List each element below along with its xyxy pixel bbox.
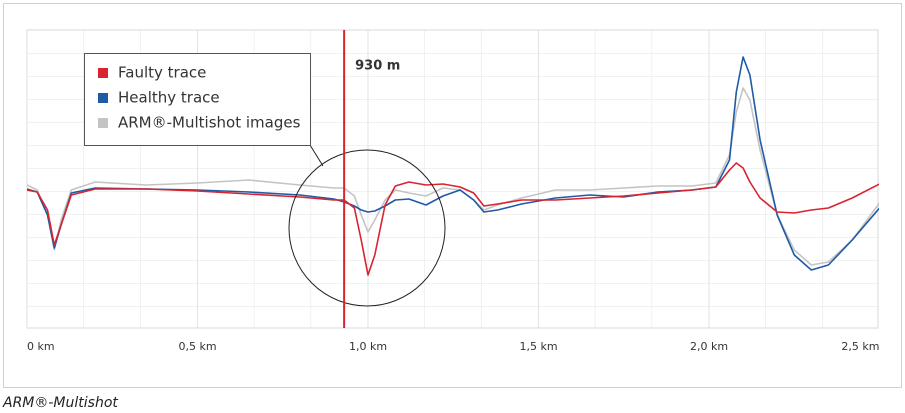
highlight-circle <box>288 149 446 307</box>
legend-label: ARM®-Multishot images <box>118 114 301 132</box>
x-tick-label: 2,5 km <box>841 340 879 353</box>
x-tick-label: 2,0 km <box>690 340 728 353</box>
legend: Faulty trace Healthy trace ARM®-Multishot … <box>84 53 311 146</box>
x-tick-label: 1,5 km <box>519 340 557 353</box>
legend-label: Faulty trace <box>118 64 206 82</box>
callout-line <box>309 144 324 167</box>
legend-swatch <box>98 93 108 103</box>
trace-line <box>27 87 879 266</box>
x-tick-label: 0 km <box>27 340 55 353</box>
trace-line <box>27 162 879 276</box>
legend-swatch <box>98 68 108 78</box>
frame <box>3 3 902 388</box>
caption: ARM®-Multishot <box>2 395 118 411</box>
legend-label: Healthy trace <box>118 89 220 107</box>
marker-label: 930 m <box>355 59 400 74</box>
x-tick-label: 1,0 km <box>349 340 387 353</box>
x-tick-label: 0,5 km <box>178 340 216 353</box>
legend-box <box>84 53 311 146</box>
legend-swatch <box>98 118 108 128</box>
plot-area <box>27 30 879 328</box>
